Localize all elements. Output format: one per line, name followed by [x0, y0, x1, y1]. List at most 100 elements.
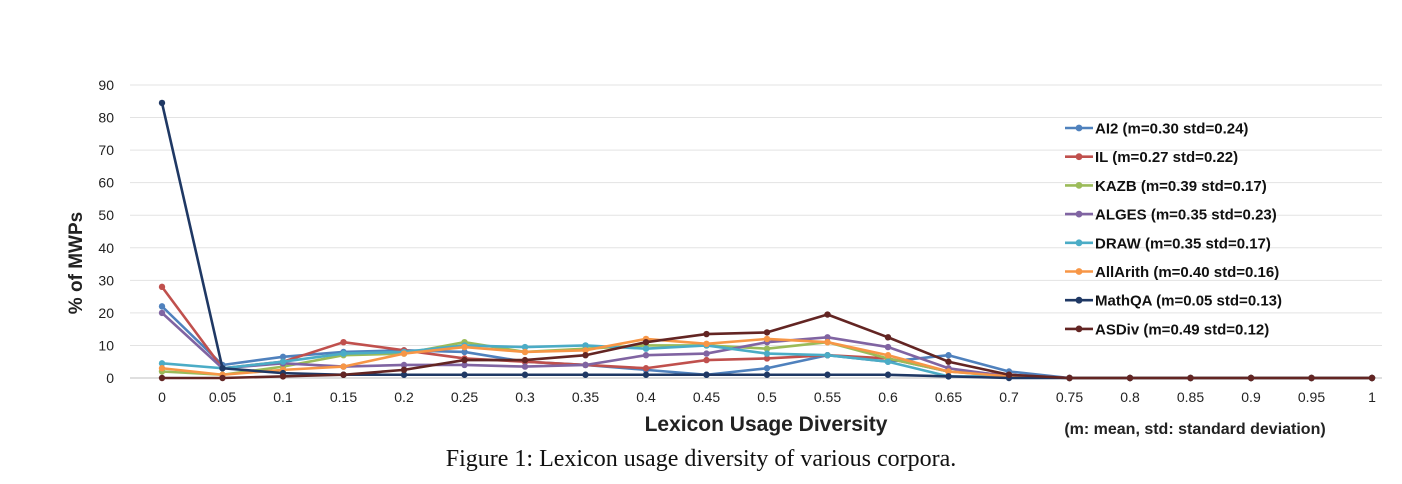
y-tick-label: 50: [98, 207, 114, 223]
data-point: [1066, 374, 1073, 382]
data-point: [824, 338, 831, 346]
legend-label: ASDiv (m=0.49 std=0.12): [1095, 321, 1269, 338]
data-point: [340, 363, 347, 370]
data-point: [945, 368, 952, 375]
x-tick-label: 0.25: [451, 389, 478, 405]
legend-label: MathQA (m=0.05 std=0.13): [1095, 293, 1282, 310]
data-point: [945, 358, 952, 365]
x-tick-label: 0.85: [1177, 389, 1204, 405]
x-tick-label: 0.7: [999, 389, 1019, 405]
data-point: [582, 361, 589, 369]
legend-item: DRAW (m=0.35 std=0.17): [1065, 235, 1271, 252]
legend-label: AI2 (m=0.30 std=0.24): [1095, 121, 1248, 138]
legend-swatch-marker: [1075, 296, 1083, 304]
data-point: [763, 355, 771, 362]
x-tick-label: 0.75: [1056, 389, 1083, 405]
data-point: [1005, 371, 1013, 378]
data-point: [582, 371, 589, 378]
data-point: [158, 283, 166, 291]
legend-swatch-marker: [1075, 182, 1083, 189]
data-point: [158, 99, 166, 107]
data-point: [824, 352, 831, 359]
legend-swatch-marker: [1075, 325, 1083, 333]
data-point: [158, 374, 166, 382]
legend-item: AllArith (m=0.40 std=0.16): [1065, 264, 1279, 281]
data-point: [945, 352, 952, 359]
axis-note: (m: mean, std: standard deviation): [1064, 421, 1325, 438]
data-point: [884, 358, 892, 365]
legend-swatch-marker: [1075, 153, 1083, 161]
y-tick-label: 60: [98, 175, 114, 191]
data-point: [340, 371, 347, 378]
legend-item: ALGES (m=0.35 std=0.23): [1065, 207, 1277, 224]
data-point: [400, 371, 408, 378]
data-point: [400, 361, 408, 369]
data-point: [219, 374, 226, 382]
data-point: [1126, 374, 1134, 382]
data-point: [884, 334, 892, 341]
legend-label: IL (m=0.27 std=0.22): [1095, 149, 1238, 166]
gridlines: [130, 84, 1382, 379]
x-axis-label: Lexicon Usage Diversity: [645, 413, 888, 436]
data-point: [763, 329, 771, 336]
y-tick-label: 70: [98, 142, 114, 158]
data-point: [582, 352, 589, 359]
data-point: [521, 363, 529, 370]
data-point: [642, 365, 650, 372]
data-point: [461, 343, 468, 351]
legend: AI2 (m=0.30 std=0.24) IL (m=0.27 std=0.22…: [1065, 121, 1282, 338]
x-tick-label: 0.5: [757, 389, 777, 405]
y-tick-label: 0: [106, 370, 114, 386]
legend-swatch-marker: [1075, 268, 1083, 275]
x-tick-label: 0: [158, 389, 166, 405]
legend-item: KAZB (m=0.39 std=0.17): [1065, 178, 1267, 195]
figure-caption: Figure 1: Lexicon usage diversity of var…: [445, 446, 957, 472]
data-point: [642, 352, 650, 359]
data-point: [642, 371, 650, 378]
legend-label: DRAW (m=0.35 std=0.17): [1095, 235, 1271, 252]
data-point: [703, 356, 710, 364]
x-tick-label: 0.9: [1241, 389, 1261, 405]
x-tick-label: 0.15: [330, 389, 357, 405]
data-point: [1247, 374, 1255, 382]
x-tick-label: 0.6: [878, 389, 898, 405]
data-point: [884, 352, 892, 359]
data-point: [461, 356, 468, 364]
data-point: [521, 343, 529, 351]
y-tick-label: 10: [98, 337, 114, 353]
y-tick-label: 20: [98, 305, 114, 321]
y-tick-label: 40: [98, 240, 114, 256]
data-point: [763, 371, 771, 378]
data-point: [279, 358, 287, 365]
legend-swatch-marker: [1075, 210, 1083, 218]
data-point: [158, 303, 166, 310]
x-tick-label: 0.8: [1120, 389, 1140, 405]
data-point: [763, 365, 771, 372]
y-tick-label: 30: [98, 272, 114, 288]
data-point: [884, 371, 892, 378]
data-point: [461, 371, 468, 378]
y-tick-labels: 0 10 20 30 40 50 60 70 80 90: [98, 77, 114, 386]
data-point: [461, 361, 468, 369]
data-point: [824, 371, 831, 378]
data-point: [1308, 374, 1315, 382]
data-point: [340, 350, 347, 357]
data-point: [763, 335, 771, 343]
x-tick-label: 0.55: [814, 389, 841, 405]
data-point: [703, 340, 710, 348]
data-point: [763, 350, 771, 357]
data-point: [824, 334, 831, 341]
series-lines: [158, 99, 1376, 382]
data-point: [279, 373, 287, 380]
data-point: [582, 342, 589, 349]
data-point: [461, 348, 468, 356]
x-tick-label: 0.4: [636, 389, 656, 405]
data-point: [642, 345, 650, 352]
data-point: [884, 343, 892, 351]
y-tick-label: 90: [98, 77, 114, 93]
data-point: [219, 365, 226, 372]
data-point: [703, 371, 710, 378]
data-point: [340, 338, 347, 346]
legend-item: ASDiv (m=0.49 std=0.12): [1065, 321, 1269, 338]
